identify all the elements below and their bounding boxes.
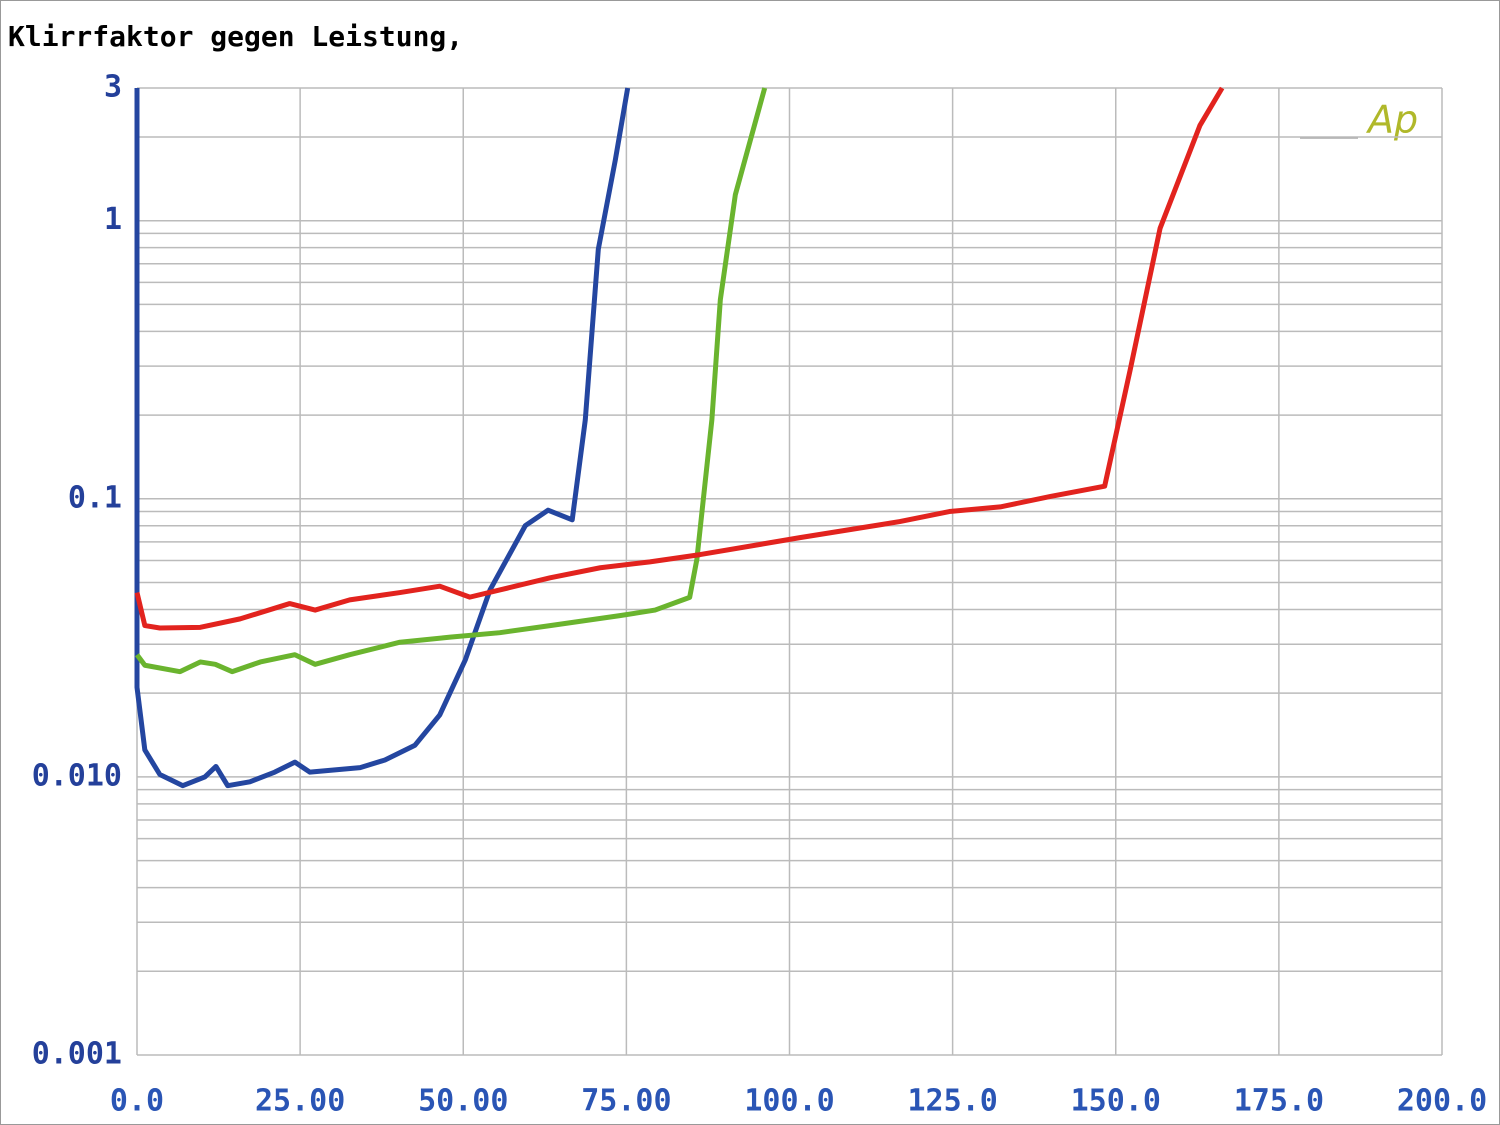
x-tick-label: 150.0 [1071, 1084, 1161, 1119]
x-tick-label: 200.0 [1397, 1084, 1487, 1119]
series-line [134, 86, 1225, 631]
x-tick-label: 125.0 [907, 1084, 997, 1119]
y-tick-label: 0.010 [32, 758, 122, 793]
chart-title: Klirrfaktor gegen Leistung, [8, 20, 463, 53]
x-tick-label: 75.00 [581, 1084, 671, 1119]
y-tick-label: 0.1 [68, 480, 122, 515]
y-tick-label: 0.001 [32, 1037, 122, 1072]
y-tick-label: 3 [104, 70, 122, 105]
x-tick-label: 50.00 [418, 1084, 508, 1119]
x-tick-label: 100.0 [744, 1084, 834, 1119]
x-tick-label: 25.00 [255, 1084, 345, 1119]
series-line [134, 87, 631, 789]
series-line [134, 87, 768, 675]
annotation: Ap [1365, 98, 1418, 142]
x-tick-label: 175.0 [1234, 1084, 1324, 1119]
x-tick-label: 0.0 [110, 1084, 164, 1119]
y-tick-label: 1 [104, 202, 122, 237]
